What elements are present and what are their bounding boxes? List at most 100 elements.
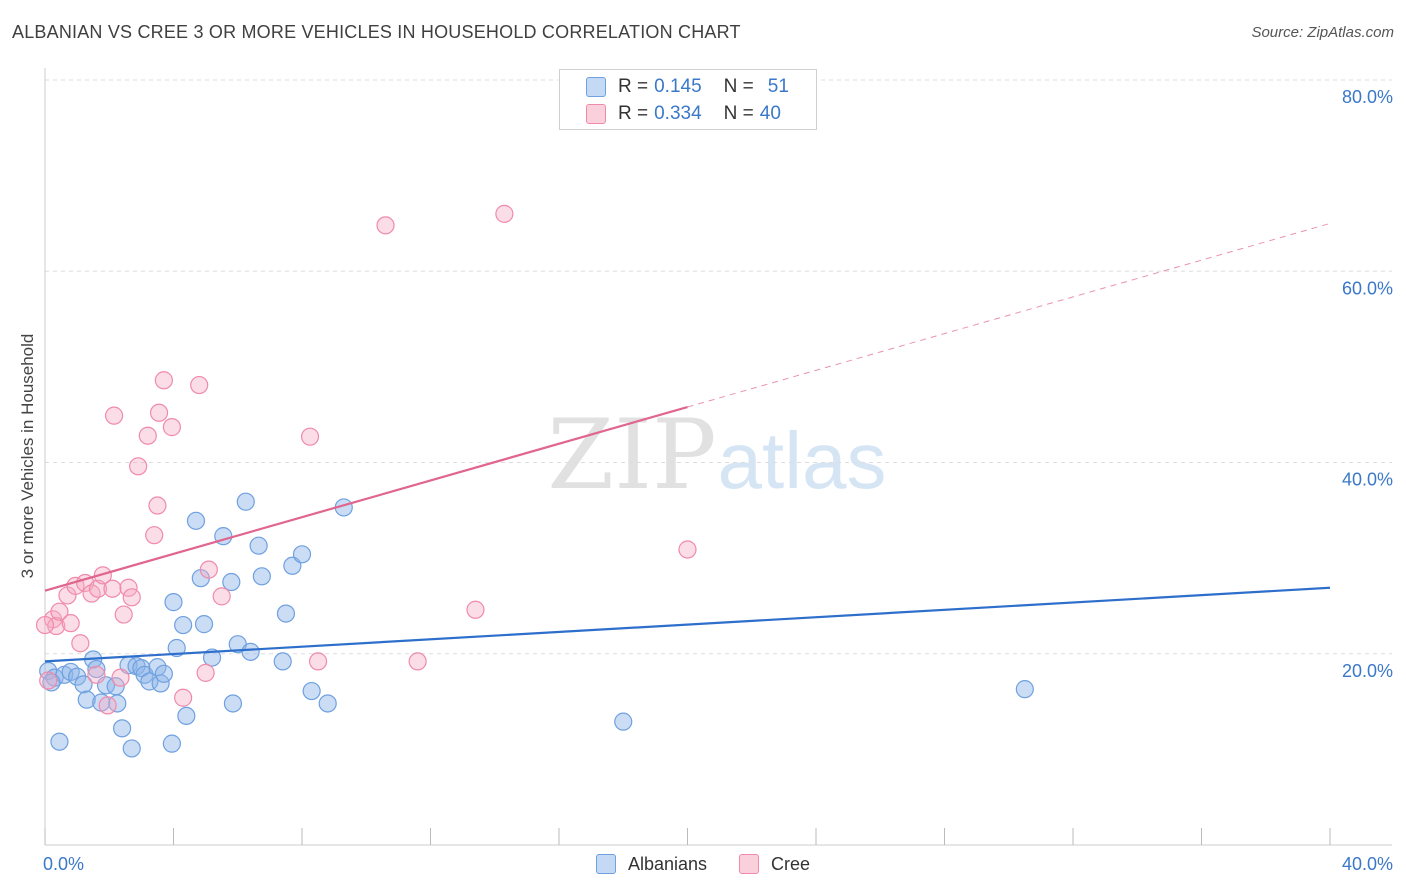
cree-point bbox=[71, 634, 90, 653]
albanians-point bbox=[87, 659, 106, 679]
x-tick-label: 40.0% bbox=[1342, 854, 1393, 874]
cree-point bbox=[114, 605, 133, 624]
n-label: N = bbox=[723, 76, 754, 97]
albanians-point bbox=[302, 681, 321, 701]
y-tick-label: 20.0% bbox=[1342, 661, 1393, 681]
r-value: 0.145 bbox=[654, 76, 702, 97]
cree-point bbox=[212, 587, 231, 606]
albanians-point bbox=[186, 511, 206, 530]
albanians-point bbox=[292, 545, 312, 564]
cree-point bbox=[98, 696, 117, 715]
y-tick-label: 60.0% bbox=[1342, 278, 1393, 298]
trend-lines bbox=[44, 222, 1331, 663]
cree-point bbox=[87, 665, 106, 684]
cree-point bbox=[190, 375, 209, 395]
n-value: 51 bbox=[767, 76, 789, 97]
cree-point bbox=[196, 663, 215, 682]
cree-point bbox=[35, 615, 55, 635]
watermark: ZIP atlas bbox=[547, 399, 886, 511]
r-label: R = bbox=[618, 103, 649, 124]
albanians-point bbox=[174, 615, 193, 635]
albanians-trend-line bbox=[44, 586, 1331, 663]
watermark-zip: ZIP bbox=[547, 399, 716, 511]
legend-label-cree: Cree bbox=[771, 853, 811, 874]
albanians-point bbox=[276, 604, 296, 623]
cree-point bbox=[162, 418, 181, 437]
y-tick-label: 40.0% bbox=[1342, 470, 1393, 490]
cree-point bbox=[39, 671, 58, 690]
cree-point bbox=[93, 566, 112, 585]
albanians-point bbox=[164, 593, 183, 612]
chart-title: ALBANIAN VS CREE 3 OR MORE VEHICLES IN H… bbox=[12, 22, 741, 42]
albanians-point bbox=[249, 536, 268, 555]
watermark-atlas: atlas bbox=[718, 416, 887, 505]
cree-swatch bbox=[739, 854, 760, 874]
albanians-point bbox=[50, 732, 69, 751]
cree-point bbox=[308, 652, 328, 671]
albanians-point bbox=[223, 694, 243, 713]
cree-point bbox=[148, 496, 167, 515]
stats-legend: R = 0.145 N = 51 R = 0.334 N = 40 bbox=[559, 69, 817, 130]
albanians-point bbox=[42, 673, 61, 692]
cree-point bbox=[408, 652, 427, 671]
stats-row-albanians: R = 0.145 N = 51 bbox=[586, 76, 789, 98]
source-label: Source: ZipAtlas.com bbox=[1251, 24, 1394, 41]
cree-point bbox=[154, 371, 173, 390]
y-tick-label: 80.0% bbox=[1342, 87, 1393, 107]
albanians-swatch bbox=[586, 77, 606, 97]
cree-swatch bbox=[586, 104, 606, 124]
cree-point bbox=[104, 406, 124, 425]
albanians-point bbox=[74, 675, 93, 694]
albanians-swatch bbox=[595, 854, 616, 874]
cree-point bbox=[174, 688, 193, 707]
cree-point bbox=[88, 579, 108, 598]
albanians-point bbox=[77, 690, 96, 709]
cree-point bbox=[678, 540, 697, 559]
axes bbox=[44, 68, 1392, 846]
cree-point bbox=[300, 427, 320, 446]
cree-point bbox=[61, 614, 80, 633]
albanians-point bbox=[241, 642, 260, 661]
albanians-point bbox=[273, 652, 292, 671]
x-tick-label: 0.0% bbox=[43, 854, 84, 874]
cree-point bbox=[122, 588, 141, 607]
cree-trend-line-extension bbox=[687, 222, 1331, 408]
albanians-point bbox=[151, 674, 170, 693]
albanians-point bbox=[252, 567, 271, 586]
series-legend: Albanians Cree bbox=[0, 852, 1406, 876]
cree-point bbox=[50, 602, 69, 621]
albanians-point bbox=[167, 638, 186, 658]
albanians-point bbox=[140, 672, 159, 691]
albanians-point bbox=[112, 719, 132, 738]
albanians-point bbox=[318, 694, 337, 713]
tick-labels: 20.0% 40.0% 60.0% 80.0% 0.0% 40.0% bbox=[43, 87, 1393, 874]
albanians-point bbox=[236, 492, 255, 511]
cree-point bbox=[138, 426, 157, 445]
cree-point bbox=[199, 560, 218, 579]
albanians-point bbox=[222, 572, 241, 592]
cree-point bbox=[111, 668, 130, 687]
legend-item-cree[interactable]: Cree bbox=[739, 854, 810, 875]
cree-point bbox=[149, 403, 169, 422]
legend-label-albanians: Albanians bbox=[627, 853, 708, 874]
albanians-point bbox=[122, 739, 141, 758]
legend-item-albanians[interactable]: Albanians bbox=[595, 853, 708, 875]
cree-point bbox=[495, 204, 514, 223]
y-axis-title: 3 or more Vehicles in Household bbox=[18, 333, 37, 579]
albanians-point bbox=[162, 734, 181, 753]
r-value: 0.334 bbox=[654, 103, 702, 124]
n-label: N = bbox=[723, 103, 754, 124]
albanians-point bbox=[177, 706, 196, 726]
cree-point bbox=[103, 579, 122, 598]
albanians-points bbox=[39, 492, 1034, 758]
grid bbox=[45, 79, 1392, 655]
n-value: 40 bbox=[759, 103, 781, 124]
cree-point bbox=[119, 578, 138, 597]
cree-point bbox=[129, 457, 148, 476]
cree-point bbox=[376, 216, 395, 235]
r-label: R = bbox=[618, 76, 649, 97]
albanians-point bbox=[1015, 680, 1034, 699]
stats-row-cree: R = 0.334 N = 40 bbox=[586, 103, 781, 125]
albanians-point bbox=[154, 664, 173, 683]
